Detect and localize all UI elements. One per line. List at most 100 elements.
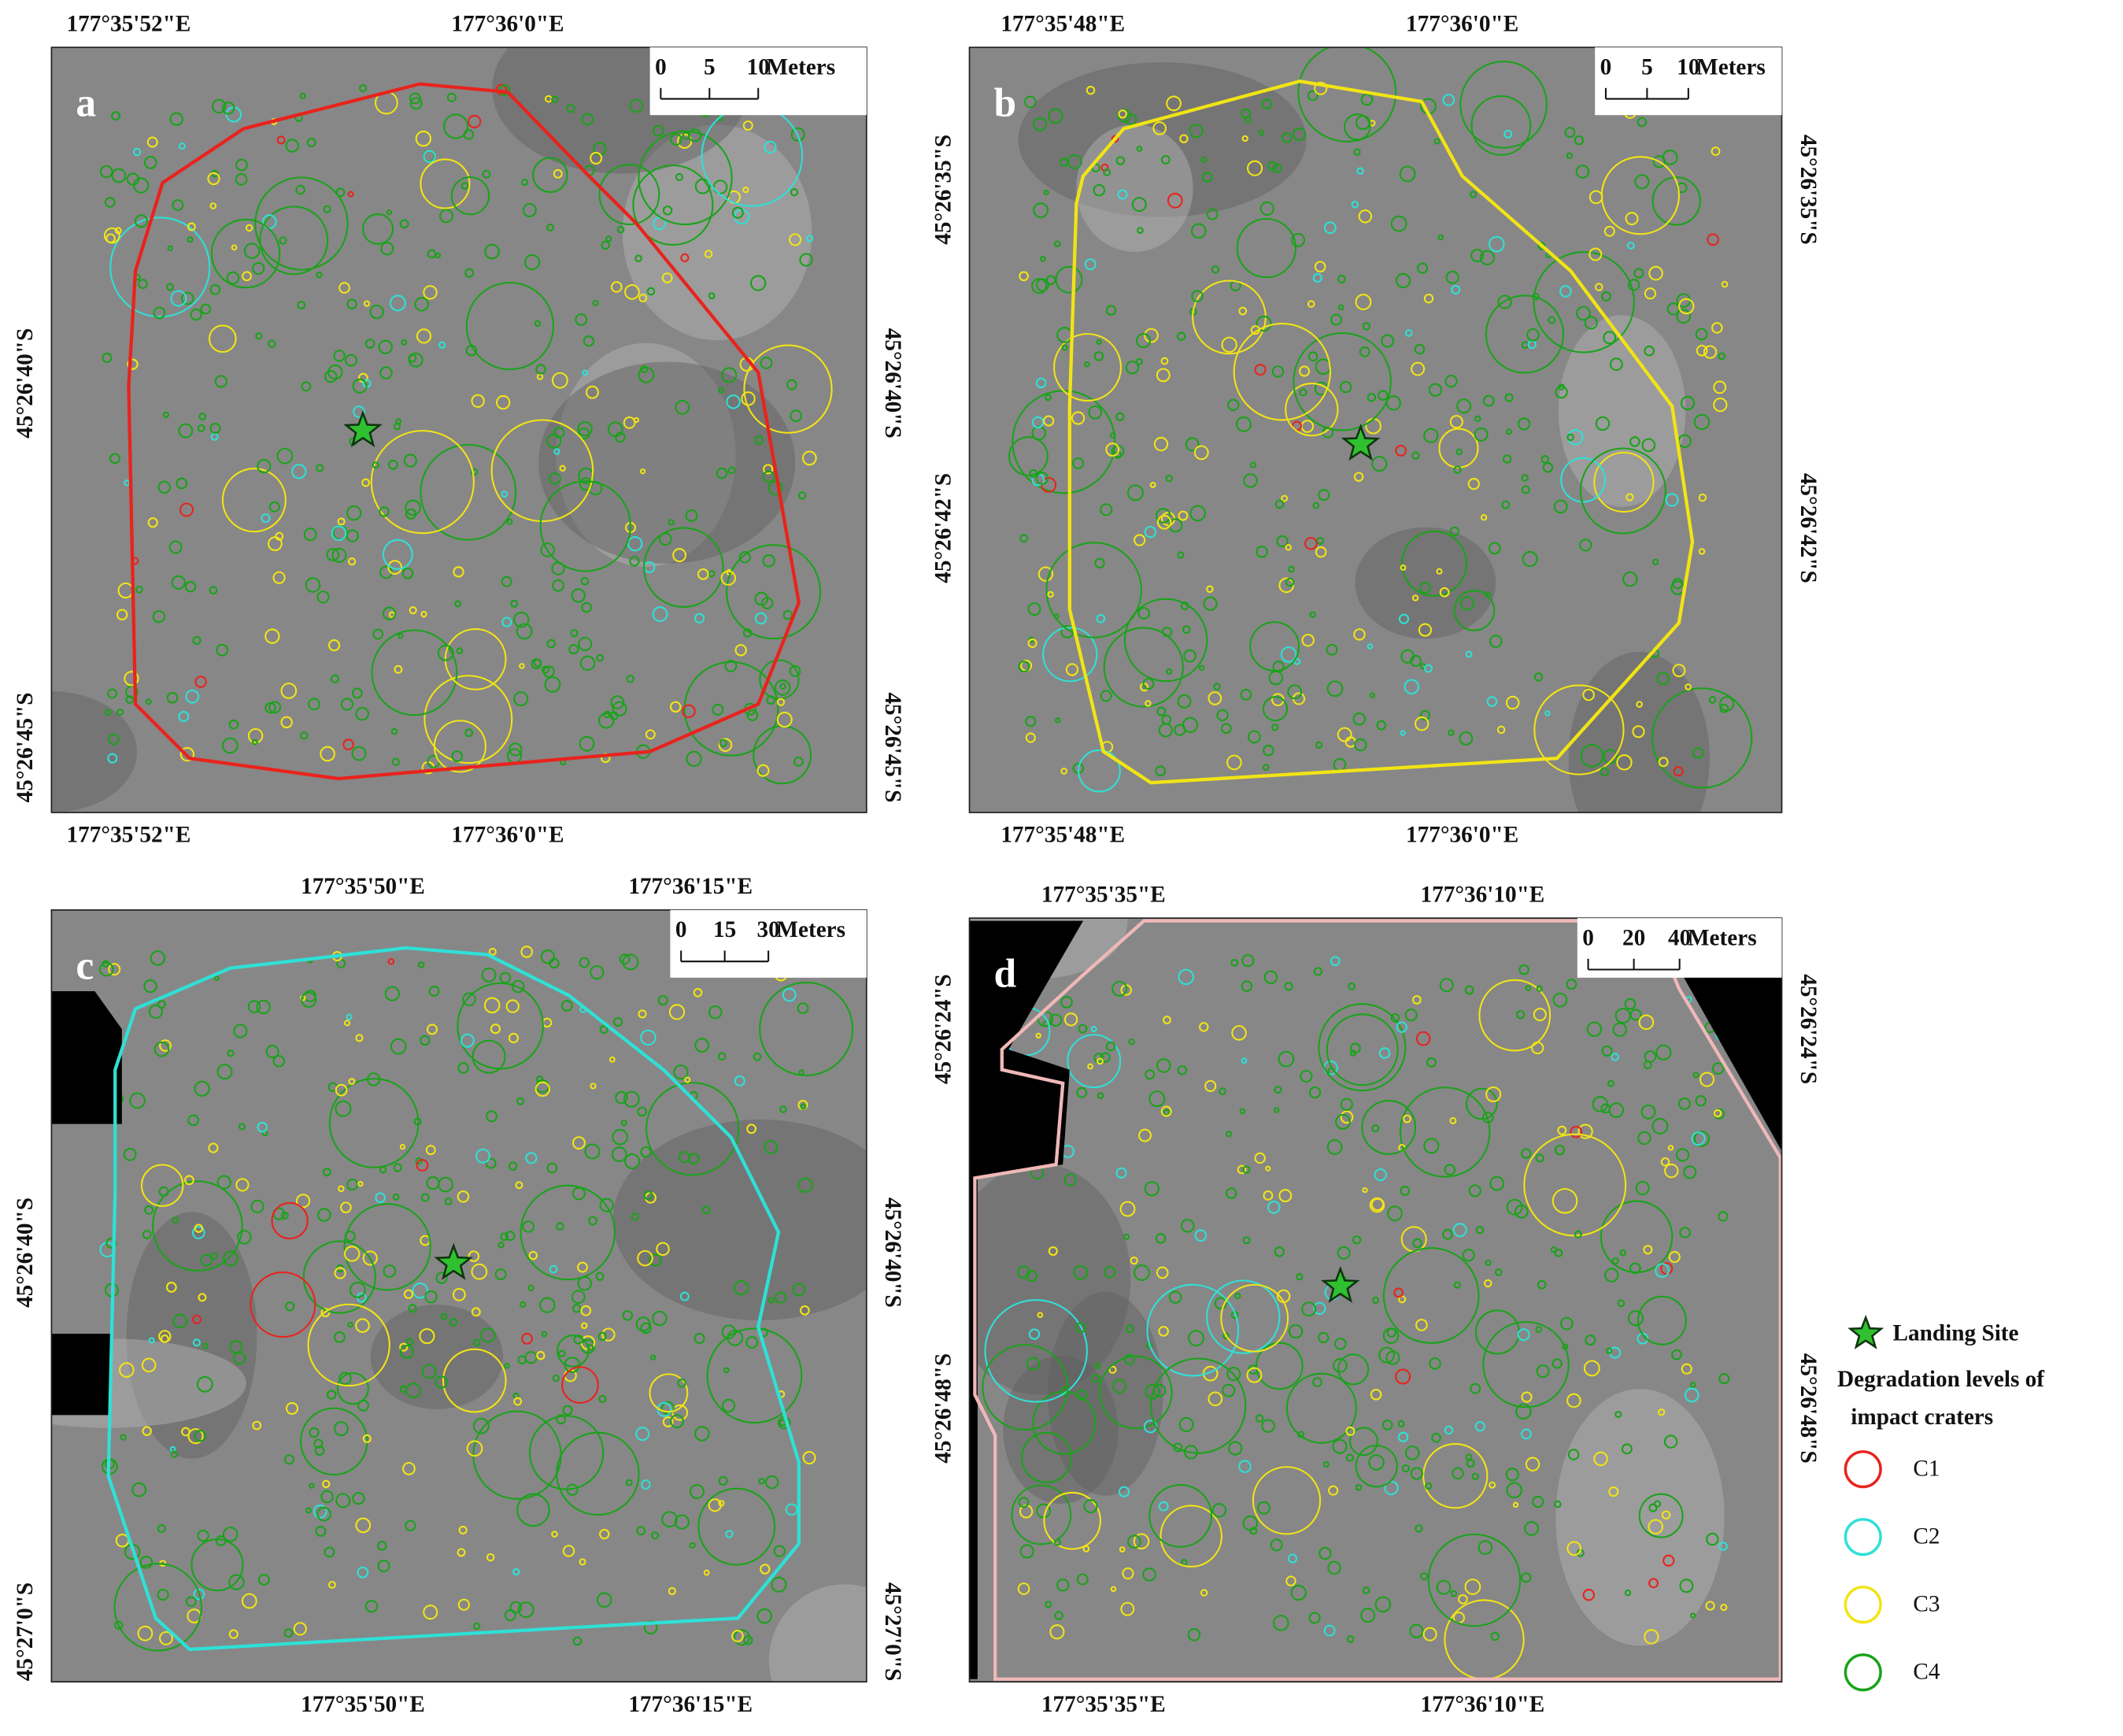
crater	[658, 532, 672, 546]
crater	[1221, 336, 1237, 353]
crater	[1400, 649, 1415, 664]
crater	[1456, 398, 1472, 414]
crater	[539, 1297, 556, 1313]
crater	[131, 1482, 147, 1497]
crater	[1340, 1110, 1354, 1124]
crater	[631, 1212, 639, 1221]
crater	[1600, 156, 1680, 235]
crater	[283, 1454, 295, 1465]
scale-tick-label: 40	[1668, 925, 1691, 950]
crater	[662, 205, 673, 216]
crater	[235, 173, 248, 186]
crater	[746, 1123, 757, 1135]
crater	[1103, 168, 1111, 176]
crater	[117, 709, 124, 716]
crater	[1552, 992, 1568, 1008]
crater	[668, 1004, 686, 1020]
crater	[143, 979, 157, 994]
crater	[1502, 454, 1512, 464]
crater	[1485, 1259, 1492, 1266]
lat-label: 45°26'42"S	[1796, 473, 1821, 583]
crater	[1706, 1532, 1719, 1546]
crater	[1340, 1097, 1353, 1111]
crater	[615, 431, 626, 443]
crater	[387, 958, 395, 965]
crater	[152, 1180, 243, 1272]
crater	[162, 411, 170, 418]
crater	[472, 1417, 490, 1434]
crater	[1622, 571, 1638, 587]
crater	[635, 1427, 650, 1442]
crater	[762, 554, 775, 568]
crater	[1470, 1383, 1481, 1394]
crater	[197, 424, 205, 432]
crater	[320, 1308, 331, 1318]
crater	[1459, 61, 1548, 149]
crater	[424, 1290, 438, 1304]
crater	[623, 1090, 640, 1108]
crater	[640, 365, 649, 374]
crater	[366, 1072, 381, 1086]
crater	[1481, 1111, 1494, 1123]
crater	[338, 282, 350, 294]
crater	[1533, 251, 1635, 353]
crater	[390, 1038, 407, 1055]
crater	[349, 1282, 366, 1298]
legend-level: C3	[1913, 1592, 1940, 1617]
crater	[1200, 157, 1208, 164]
crater	[401, 339, 408, 346]
crater	[1506, 1198, 1523, 1216]
crater	[1291, 232, 1306, 247]
crater	[147, 517, 158, 528]
crater	[1076, 1573, 1089, 1586]
crater	[280, 1211, 289, 1220]
crater	[1536, 1364, 1550, 1379]
crater	[159, 1039, 172, 1052]
crater	[1381, 334, 1395, 348]
crater	[1019, 534, 1029, 543]
crater	[798, 1069, 804, 1075]
crater	[553, 448, 560, 455]
no-data-area	[969, 920, 1084, 1679]
crater	[568, 644, 579, 655]
crater	[1093, 351, 1104, 361]
crater	[625, 1479, 633, 1486]
scale-tick-label: 10	[1677, 54, 1700, 80]
crater	[346, 298, 357, 309]
crater	[641, 1479, 651, 1490]
crater	[440, 1312, 448, 1320]
lat-label: 45°26'40"S	[880, 1197, 905, 1308]
crater	[1713, 1109, 1722, 1118]
crater	[245, 224, 253, 232]
crater	[1045, 1601, 1052, 1608]
crater	[1361, 1100, 1417, 1155]
crater	[1262, 764, 1270, 771]
crater	[1518, 964, 1529, 975]
crater	[1637, 1295, 1687, 1345]
crater	[1583, 1360, 1600, 1377]
crater	[1326, 680, 1344, 698]
crater	[1566, 1541, 1582, 1556]
crater	[1489, 1175, 1505, 1191]
crater	[1179, 134, 1189, 143]
crater	[531, 658, 542, 670]
crater	[451, 750, 464, 763]
crater	[187, 236, 194, 243]
crater	[605, 235, 612, 242]
crater	[1362, 1187, 1368, 1194]
crater	[1603, 749, 1618, 764]
crater	[379, 366, 393, 379]
crater	[546, 639, 556, 649]
crater	[315, 1526, 327, 1537]
crater	[468, 1250, 480, 1262]
crater	[109, 217, 211, 318]
crater	[1594, 283, 1603, 291]
crater	[426, 1023, 438, 1035]
crater	[214, 375, 227, 388]
crater	[590, 964, 605, 980]
crater	[640, 1029, 657, 1046]
crater	[1352, 1235, 1362, 1245]
crater	[124, 671, 139, 687]
crater	[577, 1275, 593, 1291]
crater	[1576, 305, 1591, 321]
